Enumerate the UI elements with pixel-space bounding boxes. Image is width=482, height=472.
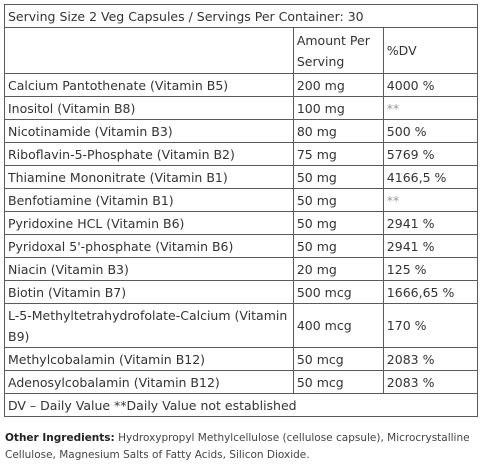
header-amount: Amount Per Serving [292, 27, 384, 74]
nutrient-name: Nicotinamide (Vitamin B3) [4, 119, 294, 143]
nutrient-dv: 170 % [382, 303, 479, 348]
nutrient-dv: ** [382, 96, 479, 120]
nutrient-dv: 125 % [382, 257, 479, 281]
other-ingredients-text: Hydroxypropyl Methylcellulose (cellulose… [5, 432, 470, 461]
nutrient-dv: 4166,5 % [382, 165, 479, 189]
nutrient-amount: 50 mg [292, 234, 384, 258]
table-row: Inositol (Vitamin B8) 100 mg ** [4, 96, 479, 120]
nutrient-amount: 50 mcg [292, 347, 384, 371]
table-header-row: Amount Per Serving %DV [4, 27, 479, 74]
nutrient-amount: 20 mg [292, 257, 384, 281]
nutrient-dv: 4000 % [382, 73, 479, 97]
nutrient-amount: 80 mg [292, 119, 384, 143]
header-dv: %DV [382, 27, 479, 74]
nutrient-dv: 2083 % [382, 370, 479, 394]
nutrient-name: Inositol (Vitamin B8) [4, 96, 294, 120]
nutrient-dv: ** [382, 188, 479, 212]
nutrient-amount: 100 mg [292, 96, 384, 120]
nutrient-amount: 500 mcg [292, 280, 384, 304]
nutrient-dv: 500 % [382, 119, 479, 143]
nutrient-amount: 50 mg [292, 211, 384, 235]
table-row: Riboflavin-5-Phosphate (Vitamin B2) 75 mg… [4, 142, 479, 166]
nutrient-name: Biotin (Vitamin B7) [4, 280, 294, 304]
nutrient-amount: 50 mg [292, 188, 384, 212]
table-row: Niacin (Vitamin B3) 20 mg 125 % [4, 257, 479, 281]
nutrient-name: Calcium Pantothenate (Vitamin B5) [4, 73, 294, 97]
nutrient-name: Pyridoxine HCL (Vitamin B6) [4, 211, 294, 235]
table-row: Pyridoxine HCL (Vitamin B6) 50 mg 2941 % [4, 211, 479, 235]
table-row: Methylcobalamin (Vitamin B12) 50 mcg 2083 … [4, 347, 479, 371]
nutrient-name: Pyridoxal 5'-phosphate (Vitamin B6) [4, 234, 294, 258]
table-row: Biotin (Vitamin B7) 500 mcg 1666,65 % [4, 280, 479, 304]
nutrient-name: Adenosylcobalamin (Vitamin B12) [4, 370, 294, 394]
nutrient-dv: 2941 % [382, 211, 479, 235]
nutrient-dv: 5769 % [382, 142, 479, 166]
table-row: Thiamine Mononitrate (Vitamin B1) 50 mg 41… [4, 165, 479, 189]
other-ingredients: Other Ingredients: Hydroxypropyl Methylc… [5, 430, 477, 464]
table-row: L-5-Methyltetrahydrofolate-Calcium (Vita… [4, 303, 479, 348]
footnote: DV – Daily Value **Daily Value not estab… [4, 393, 478, 417]
table-row: Nicotinamide (Vitamin B3) 80 mg 500 % [4, 119, 479, 143]
nutrient-name: Niacin (Vitamin B3) [4, 257, 294, 281]
nutrient-amount: 50 mcg [292, 370, 384, 394]
nutrient-name: Benfotiamine (Vitamin B1) [4, 188, 294, 212]
nutrient-amount: 75 mg [292, 142, 384, 166]
serving-size-line: Serving Size 2 Veg Capsules / Servings P… [4, 4, 478, 28]
nutrient-name: Thiamine Mononitrate (Vitamin B1) [4, 165, 294, 189]
nutrient-dv: 1666,65 % [382, 280, 479, 304]
nutrient-amount: 400 mcg [292, 303, 384, 348]
nutrient-amount: 200 mg [292, 73, 384, 97]
other-ingredients-label: Other Ingredients: [5, 432, 115, 444]
nutrient-name: Methylcobalamin (Vitamin B12) [4, 347, 294, 371]
nutrient-name: L-5-Methyltetrahydrofolate-Calcium (Vita… [4, 303, 294, 348]
table-row: Calcium Pantothenate (Vitamin B5) 200 mg 4… [4, 73, 479, 97]
nutrient-dv: 2941 % [382, 234, 479, 258]
nutrient-dv: 2083 % [382, 347, 479, 371]
nutrient-name: Riboflavin-5-Phosphate (Vitamin B2) [4, 142, 294, 166]
header-blank-cell [4, 27, 294, 74]
nutrient-rows: Calcium Pantothenate (Vitamin B5) 200 mg 4… [4, 73, 479, 394]
table-row: Adenosylcobalamin (Vitamin B12) 50 mcg 208… [4, 370, 479, 394]
table-row: Benfotiamine (Vitamin B1) 50 mg ** [4, 188, 479, 212]
supplement-facts-table: Serving Size 2 Veg Capsules / Servings P… [4, 4, 479, 417]
table-row: Pyridoxal 5'-phosphate (Vitamin B6) 50 mg… [4, 234, 479, 258]
nutrient-amount: 50 mg [292, 165, 384, 189]
